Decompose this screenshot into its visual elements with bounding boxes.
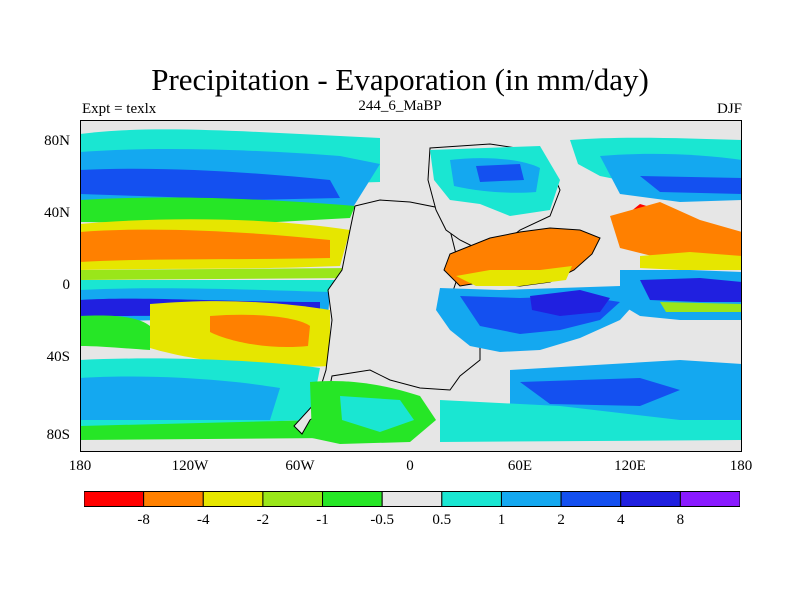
y-tick-40s: 40S <box>46 349 70 365</box>
colorbar <box>84 491 740 507</box>
field-pacific-east-orange <box>610 202 742 264</box>
x-tick-180-left: 180 <box>68 458 92 474</box>
field-south-blue <box>80 376 280 420</box>
x-tick-180-right: 180 <box>729 458 753 474</box>
colorbar-swatch <box>143 491 204 507</box>
colorbar-swatch <box>84 491 145 507</box>
x-tick-60w: 60W <box>285 458 315 474</box>
field-pacific-east-deepblue <box>640 278 742 302</box>
field-antarctic-cyan <box>340 396 414 432</box>
map-subtitle: 244_6_MaBP <box>358 98 442 114</box>
field-pacific-east-yellow <box>640 252 742 270</box>
field-asia-deepblue <box>476 164 524 182</box>
y-tick-80n: 80N <box>44 133 70 149</box>
y-tick-0: 0 <box>62 277 71 293</box>
field-indo-violet <box>530 290 610 316</box>
precipitation-map <box>80 120 742 452</box>
map-title: Precipitation - Evaporation (in mm/day) <box>151 62 649 97</box>
field-asia-yellow <box>456 266 572 286</box>
field-itcz-green <box>80 268 350 280</box>
colorbar-label: -1 <box>316 512 329 528</box>
x-tick-60e: 60E <box>507 458 533 474</box>
field-south-green <box>80 420 330 440</box>
field-south-east-deepblue <box>520 378 680 406</box>
colorbar-label: 0.5 <box>432 512 452 528</box>
map-frame <box>80 120 742 452</box>
x-tick-120w: 120W <box>171 458 209 474</box>
colorbar-label: -4 <box>197 512 210 528</box>
y-tick-40n: 40N <box>44 205 70 221</box>
field-south-east-cyan <box>440 400 742 442</box>
x-tick-120e: 120E <box>614 458 646 474</box>
colorbar-swatch <box>679 491 740 507</box>
field-band-north-deepblue <box>80 168 340 200</box>
field-subtropic-south-orange <box>210 314 310 348</box>
colorbar-swatch <box>441 491 502 507</box>
colorbar-label: -0.5 <box>370 512 395 528</box>
field-south-pacific-green <box>80 315 150 350</box>
season-label: DJF <box>716 101 742 117</box>
colorbar-label: 4 <box>616 512 625 528</box>
field-subtropic-north-orange <box>80 229 330 262</box>
continent-west <box>293 199 481 435</box>
colorbar-label: -8 <box>137 512 150 528</box>
colorbar-swatch <box>560 491 622 507</box>
colorbar-label: 2 <box>557 512 565 528</box>
y-tick-80s: 80S <box>46 427 70 443</box>
colorbar-swatch <box>381 491 443 507</box>
colorbar-swatch <box>202 491 264 507</box>
x-tick-0: 0 <box>406 458 414 474</box>
colorbar-label: 8 <box>676 512 685 528</box>
colorbar-label: -2 <box>256 512 270 528</box>
colorbar-label: 1 <box>497 512 506 528</box>
field-band-north-green <box>80 197 355 224</box>
colorbar-swatch <box>500 491 562 507</box>
field-pacific-east-green <box>660 302 742 312</box>
colorbar-swatch <box>620 491 681 507</box>
field-north-atlantic-deepblue <box>640 176 742 194</box>
colorbar-swatch <box>322 491 383 507</box>
experiment-label: Expt = texlx <box>82 101 157 117</box>
colorbar-swatch <box>262 491 324 507</box>
